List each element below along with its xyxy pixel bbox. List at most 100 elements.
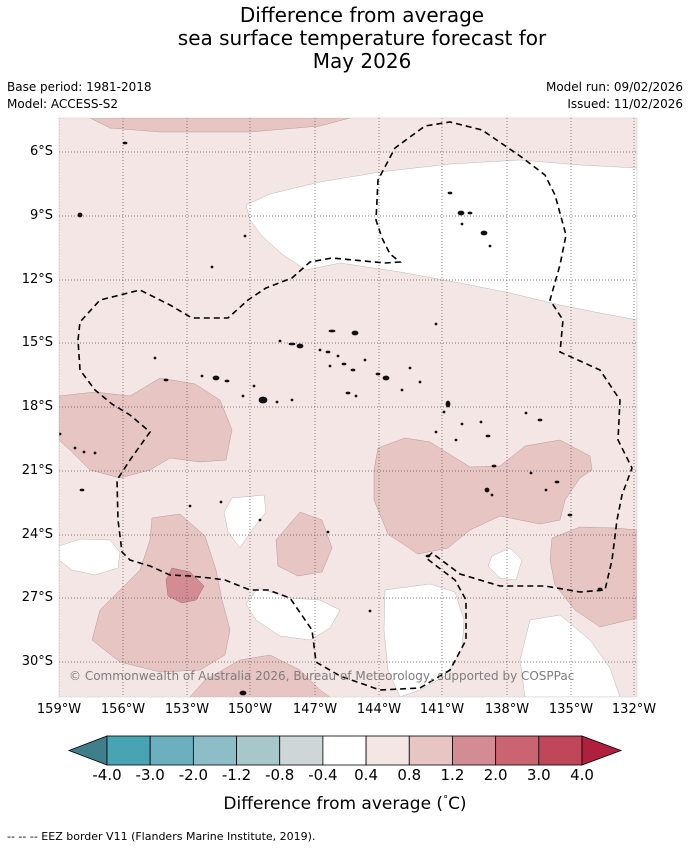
anomaly-band-southwest (91, 513, 231, 673)
colorbar-label: Difference from average (°C) (0, 794, 690, 814)
island (212, 375, 220, 381)
colorbar-tick-label: -0.4 (308, 766, 338, 784)
colorbar-segments (67, 735, 623, 766)
island (354, 394, 358, 398)
graticule (59, 118, 637, 697)
island (82, 450, 86, 454)
title-line-3: May 2026 (312, 49, 412, 73)
colorbar-tick-label: -0.8 (265, 766, 295, 784)
lat-label: 9°S (29, 208, 53, 223)
lon-label: 159°W (36, 702, 82, 717)
lat-label: 21°S (21, 463, 53, 478)
colorbar-segment (452, 735, 497, 766)
island (491, 464, 497, 468)
island (163, 378, 169, 382)
island (210, 265, 214, 269)
colorbar-tick-label: -4.0 (92, 766, 122, 784)
colorbar-tick-label: 3.0 (526, 766, 551, 784)
anomaly-band-east (373, 437, 593, 555)
colorbar-segment (322, 735, 367, 766)
island (368, 609, 372, 613)
colorbar-segment (192, 735, 237, 766)
island (288, 342, 296, 346)
island (484, 487, 490, 493)
lat-label: 12°S (21, 272, 53, 287)
map-frame (58, 117, 638, 698)
island (554, 480, 560, 484)
anomaly-band-north-edge (89, 118, 351, 133)
eez-legend-note: -- -- -- EEZ border V11 (Flanders Marine… (7, 830, 316, 843)
meta-left: Base period: 1981-2018 Model: ACCESS-S2 (7, 79, 152, 113)
island (252, 384, 256, 388)
island (278, 339, 282, 343)
anomaly-patch-warm (165, 567, 205, 604)
island (290, 398, 294, 402)
island (341, 362, 347, 366)
islands (59, 141, 603, 696)
island (418, 380, 422, 384)
neutral-patch-center (245, 587, 341, 641)
lon-label: 141°W (419, 702, 465, 717)
title-line-2: sea surface temperature forecast for (177, 26, 547, 50)
island (537, 418, 543, 422)
colorbar-tick-label: 0.8 (397, 766, 422, 784)
colorbar-tick-label: 1.2 (440, 766, 465, 784)
colorbar-segment (365, 735, 410, 766)
map-title: Difference from average sea surface temp… (0, 4, 690, 73)
anomaly-band-south (189, 654, 331, 697)
island (488, 244, 492, 248)
lat-label: 24°S (21, 527, 53, 542)
island (351, 330, 359, 336)
island (241, 394, 245, 398)
eez-borders (77, 121, 633, 691)
island (224, 379, 230, 383)
lon-label: 132°W (611, 702, 657, 717)
title-line-1: Difference from average (239, 3, 485, 27)
island (239, 690, 247, 696)
issued-date: Issued: 11/02/2026 (567, 97, 683, 111)
colorbar-segment (106, 735, 151, 766)
island (400, 388, 404, 392)
island (363, 358, 367, 362)
lon-label: 150°W (227, 702, 273, 717)
neutral-patch-small-east (487, 547, 523, 581)
lat-label: 27°S (21, 590, 53, 605)
island (544, 488, 548, 492)
island (219, 500, 223, 504)
meta-right: Model run: 09/02/2026 Issued: 11/02/2026 (546, 79, 683, 113)
colorbar-tick-label: -2.0 (178, 766, 208, 784)
lat-label: 30°S (21, 654, 53, 669)
island (375, 372, 381, 376)
island (434, 430, 438, 434)
island (480, 230, 488, 236)
base-period: Base period: 1981-2018 (7, 80, 152, 94)
island (442, 410, 446, 414)
island (328, 329, 336, 333)
island (490, 493, 494, 497)
island (275, 400, 279, 404)
colorbar-tick-label: 4.0 (570, 766, 594, 784)
island (122, 141, 128, 145)
island (445, 400, 451, 408)
colorbar-arrow-low (67, 735, 108, 766)
island (258, 396, 268, 404)
island (328, 364, 332, 368)
island (73, 446, 77, 450)
lon-label: 147°W (292, 702, 338, 717)
eez-border-french-polynesia (77, 121, 633, 691)
colorbar-tick-label: -1.2 (221, 766, 252, 784)
lon-label: 156°W (100, 702, 146, 717)
island (408, 366, 412, 370)
island (345, 391, 351, 395)
island (460, 422, 464, 426)
island (296, 343, 304, 349)
island (326, 530, 330, 534)
island (447, 191, 453, 195)
island (567, 513, 573, 517)
colorbar-tick-label: -3.0 (135, 766, 165, 784)
lat-label: 15°S (21, 335, 53, 350)
island (325, 350, 331, 354)
lat-label: 18°S (21, 399, 53, 414)
colorbar-segment (236, 735, 281, 766)
island (93, 451, 97, 455)
